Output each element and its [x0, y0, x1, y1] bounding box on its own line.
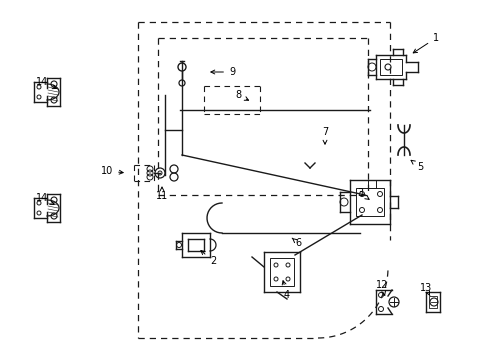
Text: 4: 4 [282, 281, 289, 300]
Text: 11: 11 [156, 187, 168, 201]
Text: 10: 10 [101, 166, 123, 176]
Text: 6: 6 [291, 238, 301, 248]
Bar [355, 188, 383, 216]
Bar [428, 296, 436, 308]
Text: 2: 2 [201, 251, 216, 266]
Text: 13: 13 [419, 283, 431, 296]
Text: 5: 5 [410, 160, 422, 172]
Bar [269, 258, 293, 286]
Text: 14: 14 [36, 193, 54, 204]
Text: 3: 3 [356, 188, 368, 199]
Text: 14: 14 [36, 77, 56, 89]
Bar [367, 180, 375, 188]
Text: 12: 12 [375, 280, 387, 296]
Text: 8: 8 [234, 90, 248, 100]
Text: 7: 7 [321, 127, 327, 144]
Bar [379, 59, 401, 75]
Text: 1: 1 [412, 33, 438, 53]
Text: 9: 9 [210, 67, 235, 77]
